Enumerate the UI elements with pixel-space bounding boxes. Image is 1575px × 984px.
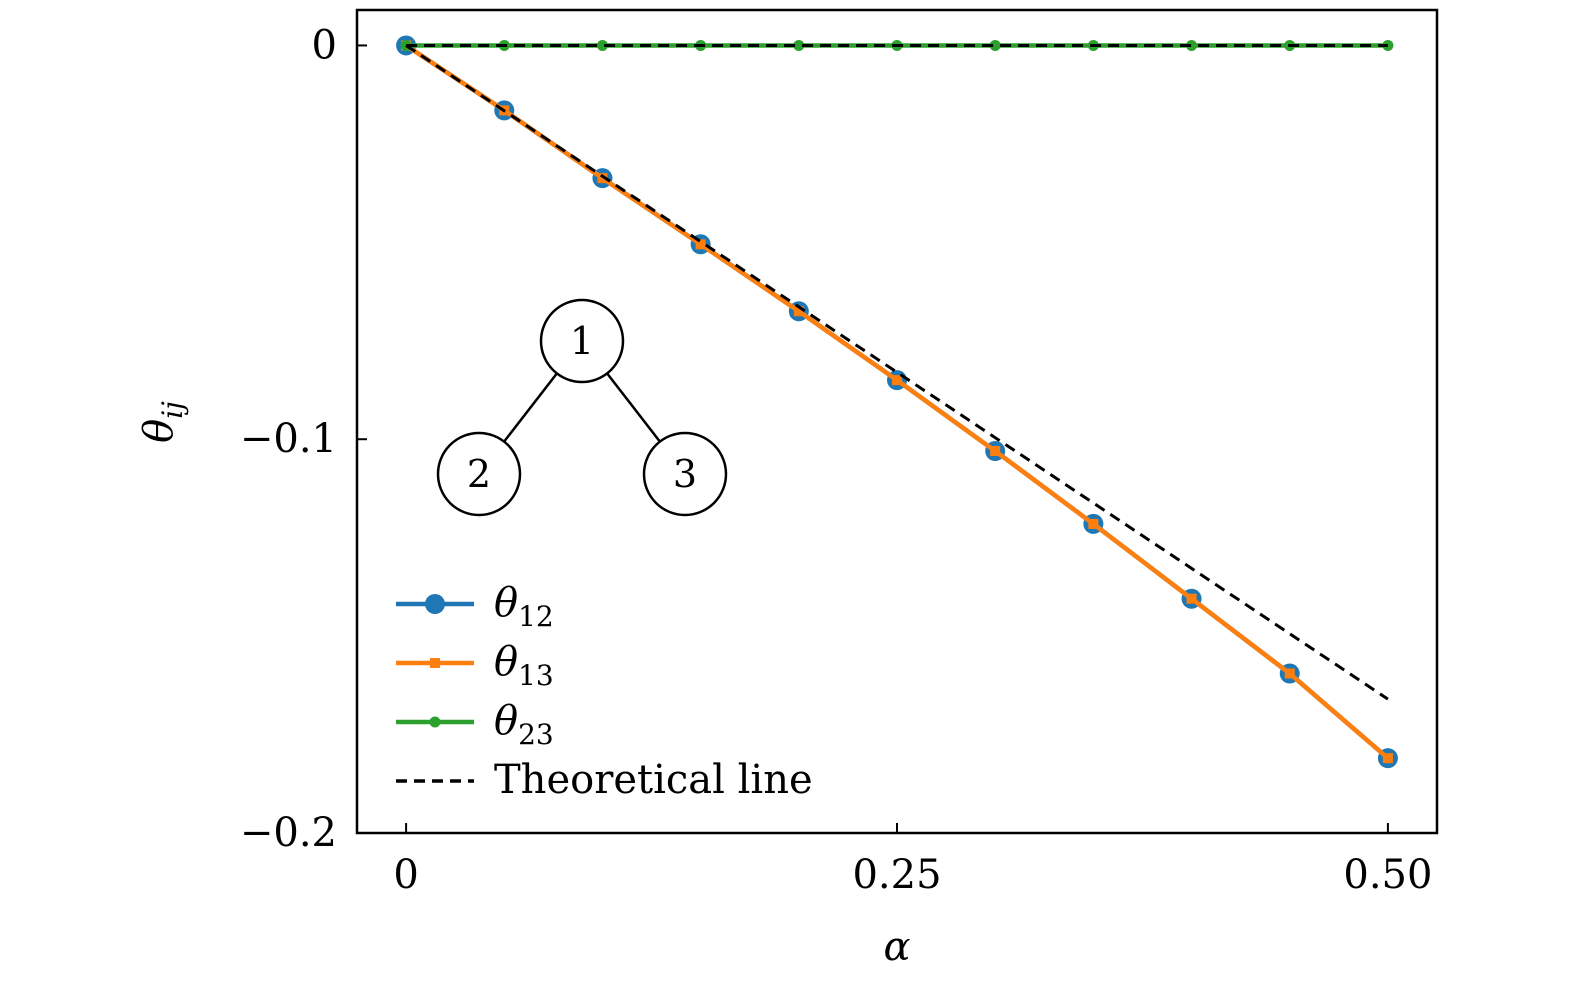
tree-node-2 [436,431,522,517]
x-axis-label: α [883,924,910,970]
y-tick-label-1: −0.1 [240,416,337,462]
tree-node-label-2: 2 [467,452,491,496]
y-tick-label-2: −0.2 [240,810,337,856]
y-tick-label-0: 0 [312,22,337,68]
legend-label-2: θ23 [494,698,554,751]
svg-text:θij: θij [136,401,189,443]
series-layer [396,35,1398,769]
y-axis-label: θij [136,401,189,443]
x-tick-label-2: 0.50 [1343,852,1432,898]
legend-marker-0 [425,594,445,614]
legend-label-0: θ12 [494,580,554,633]
y-axis-label-symbol: θ [136,419,182,443]
legend-label-3: Theoretical line [494,757,813,803]
point-s2-8 [1186,39,1198,51]
x-tick-label-0: 0 [393,852,418,898]
point-s1-6 [990,446,1001,457]
legend-marker-2 [429,716,441,728]
tree-node-3 [642,431,728,517]
y-axis-label-subscript: ij [156,401,189,419]
point-s1-5 [892,375,902,386]
point-s1-8 [1186,593,1197,604]
point-s1-2 [597,173,608,184]
tree-edge-1 [606,372,661,443]
tree-node-label-1: 1 [570,319,594,363]
point-s1-9 [1284,668,1295,679]
tree-edge-0 [503,372,558,443]
tree-inset: 1 2 3 [436,298,728,517]
point-s1-10 [1382,753,1393,764]
series-line-1 [404,43,1390,760]
point-s1-3 [695,239,706,250]
reference-line-0 [405,44,1389,701]
tree-node-1 [539,298,625,384]
point-s2-2 [596,39,608,51]
legend-marker-1 [430,658,440,668]
tree-node-label-3: 3 [673,452,697,496]
ticks-layer: 0 0.25 0.50 0 −0.1 −0.2 [240,22,1433,898]
point-s2-4 [793,39,805,51]
point-s1-7 [1088,518,1099,529]
x-tick-label-1: 0.25 [852,852,941,898]
point-s1-4 [793,306,804,317]
legend-label-1: θ13 [494,639,554,692]
series-line-0 [404,43,1390,760]
legend: θ12 θ13 θ23 Theoretical line [396,580,813,803]
point-s2-6 [989,39,1001,51]
